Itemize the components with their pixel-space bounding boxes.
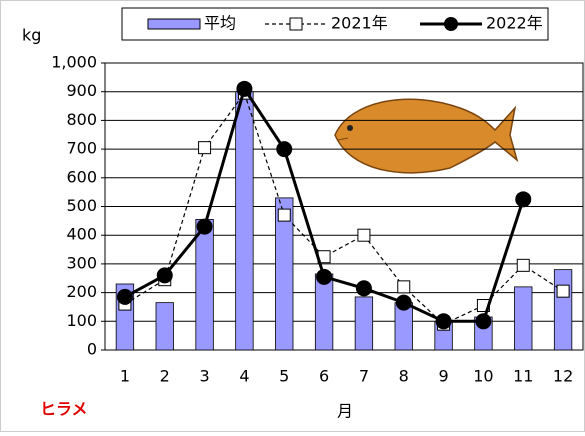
- line-marker: [397, 280, 411, 294]
- line-marker: [276, 141, 293, 158]
- legend-swatch: [147, 18, 201, 30]
- x-tick-label: 11: [513, 367, 533, 386]
- y-tick-label: 300: [66, 253, 97, 272]
- x-tick-label: 1: [120, 367, 130, 386]
- x-tick-label: 8: [399, 367, 409, 386]
- x-tick-label: 10: [473, 367, 493, 386]
- y-tick-label: 0: [87, 340, 97, 359]
- line-marker: [277, 208, 291, 222]
- legend-marker: [289, 17, 303, 31]
- y-tick-label: 200: [66, 282, 97, 301]
- line: [124, 91, 564, 325]
- line-marker: [515, 191, 532, 208]
- y-tick-label: 700: [66, 139, 97, 158]
- y-tick-label: 400: [66, 225, 97, 244]
- bar: [553, 269, 573, 351]
- x-tick-label: 4: [239, 367, 249, 386]
- plot-border: [104, 62, 584, 351]
- bar: [235, 91, 254, 351]
- bar: [314, 273, 334, 351]
- y-tick-label: 500: [66, 196, 97, 215]
- x-tick-label: 2: [160, 367, 170, 386]
- legend-label: 2021年: [331, 14, 388, 33]
- x-tick-label: 5: [279, 367, 289, 386]
- line-marker: [196, 218, 213, 235]
- x-tick-label: 6: [319, 367, 329, 386]
- bar: [155, 302, 174, 351]
- line-marker: [236, 80, 253, 97]
- y-tick-label: 900: [66, 81, 97, 100]
- bar: [195, 219, 214, 351]
- legend-label: 2022年: [486, 14, 543, 33]
- annotation: ヒラメ: [40, 400, 88, 419]
- line-marker: [435, 313, 452, 330]
- y-tick-label: 100: [66, 311, 97, 330]
- x-tick-label: 3: [199, 367, 209, 386]
- line-marker: [556, 284, 570, 298]
- line-marker: [156, 267, 173, 284]
- x-axis-label: 月: [337, 402, 353, 421]
- y-tick-label: 600: [66, 167, 97, 186]
- line-marker: [316, 268, 333, 285]
- line-marker: [395, 294, 412, 311]
- fish-illustration: [334, 98, 519, 174]
- x-tick-label: 7: [359, 367, 369, 386]
- x-tick-label: 12: [553, 367, 573, 386]
- line-marker: [516, 258, 530, 272]
- bar: [354, 296, 374, 351]
- line-marker: [116, 288, 133, 305]
- bar: [514, 286, 533, 351]
- line-marker: [198, 141, 212, 155]
- bar: [275, 197, 294, 351]
- y-tick-label: 1,000: [51, 53, 97, 72]
- x-tick-label: 9: [438, 367, 448, 386]
- y-axis-label: kg: [22, 26, 41, 45]
- line-marker: [357, 228, 371, 242]
- legend-marker: [444, 17, 458, 31]
- line-marker: [475, 313, 492, 330]
- y-tick-label: 800: [66, 110, 97, 129]
- legend-label: 平均: [204, 14, 236, 33]
- line-marker: [355, 280, 372, 297]
